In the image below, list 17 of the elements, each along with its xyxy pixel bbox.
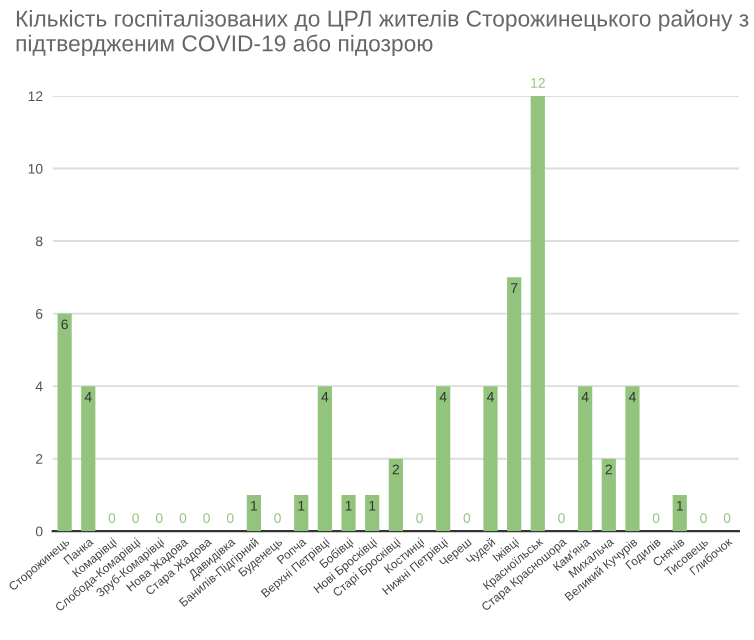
bar	[388, 458, 403, 532]
bar	[81, 386, 96, 532]
bar	[246, 494, 261, 532]
chart-title: Кількість госпіталізованих до ЦРЛ жителів Сторожинецького району з підтвердженим COVID-19 або підозрою	[16, 9, 749, 57]
bar	[507, 277, 522, 532]
bar	[294, 494, 309, 532]
bar	[341, 494, 356, 532]
bar	[483, 386, 498, 532]
bar	[625, 386, 640, 532]
bar	[317, 386, 332, 532]
bar	[365, 494, 380, 532]
bar	[436, 386, 451, 532]
bar	[530, 96, 545, 532]
bar	[57, 313, 72, 532]
bar	[601, 458, 616, 532]
bar	[672, 494, 687, 532]
bar	[578, 386, 593, 532]
